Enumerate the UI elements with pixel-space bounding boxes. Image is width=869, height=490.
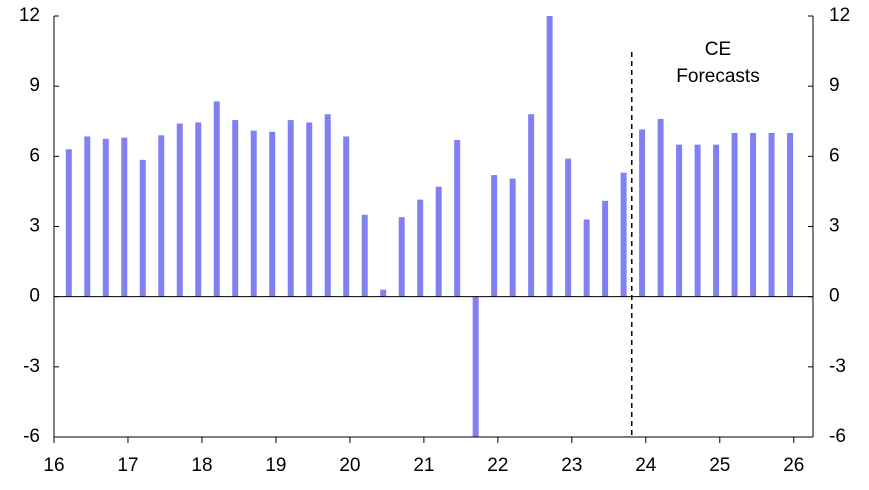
y2-tick-label: -3 <box>829 356 846 377</box>
y-tick-label: 0 <box>29 286 40 307</box>
y2-tick-label: 9 <box>829 75 840 96</box>
x-tick-label: 26 <box>783 455 804 476</box>
bar <box>306 122 313 297</box>
annotation: Forecasts <box>676 66 759 87</box>
bar <box>380 289 387 297</box>
bar <box>398 217 405 297</box>
y-tick-label: 12 <box>19 5 40 26</box>
bar <box>583 219 590 297</box>
bar <box>65 149 72 297</box>
x-tick-label: 23 <box>561 455 582 476</box>
bar <box>768 132 775 297</box>
bar <box>787 132 794 297</box>
bar <box>694 144 701 297</box>
bar <box>509 178 516 297</box>
y2-tick-label: 3 <box>829 216 840 237</box>
bar <box>472 296 479 437</box>
x-tick-label: 18 <box>191 455 212 476</box>
bar <box>731 132 738 297</box>
bar <box>269 131 276 297</box>
y2-tick-label: 6 <box>829 145 840 166</box>
bar <box>84 136 91 297</box>
x-tick-label: 19 <box>265 455 286 476</box>
x-tick-label: 21 <box>413 455 434 476</box>
y2-tick-label: -6 <box>829 426 846 447</box>
x-tick-label: 17 <box>117 455 138 476</box>
bar <box>213 101 220 297</box>
bar <box>232 120 239 297</box>
y-tick-label: 3 <box>29 216 40 237</box>
bar <box>102 138 109 297</box>
x-tick-label: 20 <box>339 455 360 476</box>
bar <box>158 135 165 297</box>
y-tick-label: 9 <box>29 75 40 96</box>
x-tick-label: 24 <box>635 455 657 476</box>
bar <box>287 120 294 297</box>
bar <box>195 122 202 297</box>
y-tick-label: -6 <box>23 426 40 447</box>
y2-tick-label: 12 <box>829 5 850 26</box>
bar <box>343 136 350 297</box>
bar <box>565 158 572 297</box>
bar <box>139 159 146 297</box>
bar <box>546 16 553 297</box>
bar <box>676 144 683 297</box>
bar <box>620 172 627 297</box>
bar <box>361 214 368 297</box>
bar <box>491 175 498 297</box>
y-tick-label: 6 <box>29 145 40 166</box>
bar <box>528 114 535 297</box>
bar <box>176 123 183 297</box>
bar <box>639 129 646 297</box>
bar <box>250 130 257 297</box>
bar <box>324 114 331 297</box>
x-tick-label: 25 <box>709 455 730 476</box>
bar <box>750 132 757 297</box>
x-tick-label: 22 <box>487 455 508 476</box>
bar <box>657 118 664 297</box>
y2-tick-label: 0 <box>829 286 840 307</box>
bar <box>435 186 442 297</box>
bar <box>602 200 609 297</box>
y-tick-label: -3 <box>23 356 40 377</box>
bar <box>121 137 128 297</box>
bar <box>454 139 461 297</box>
annotation: CE <box>705 39 731 60</box>
bar <box>417 199 424 297</box>
x-tick-label: 16 <box>43 455 64 476</box>
bar <box>713 144 720 297</box>
